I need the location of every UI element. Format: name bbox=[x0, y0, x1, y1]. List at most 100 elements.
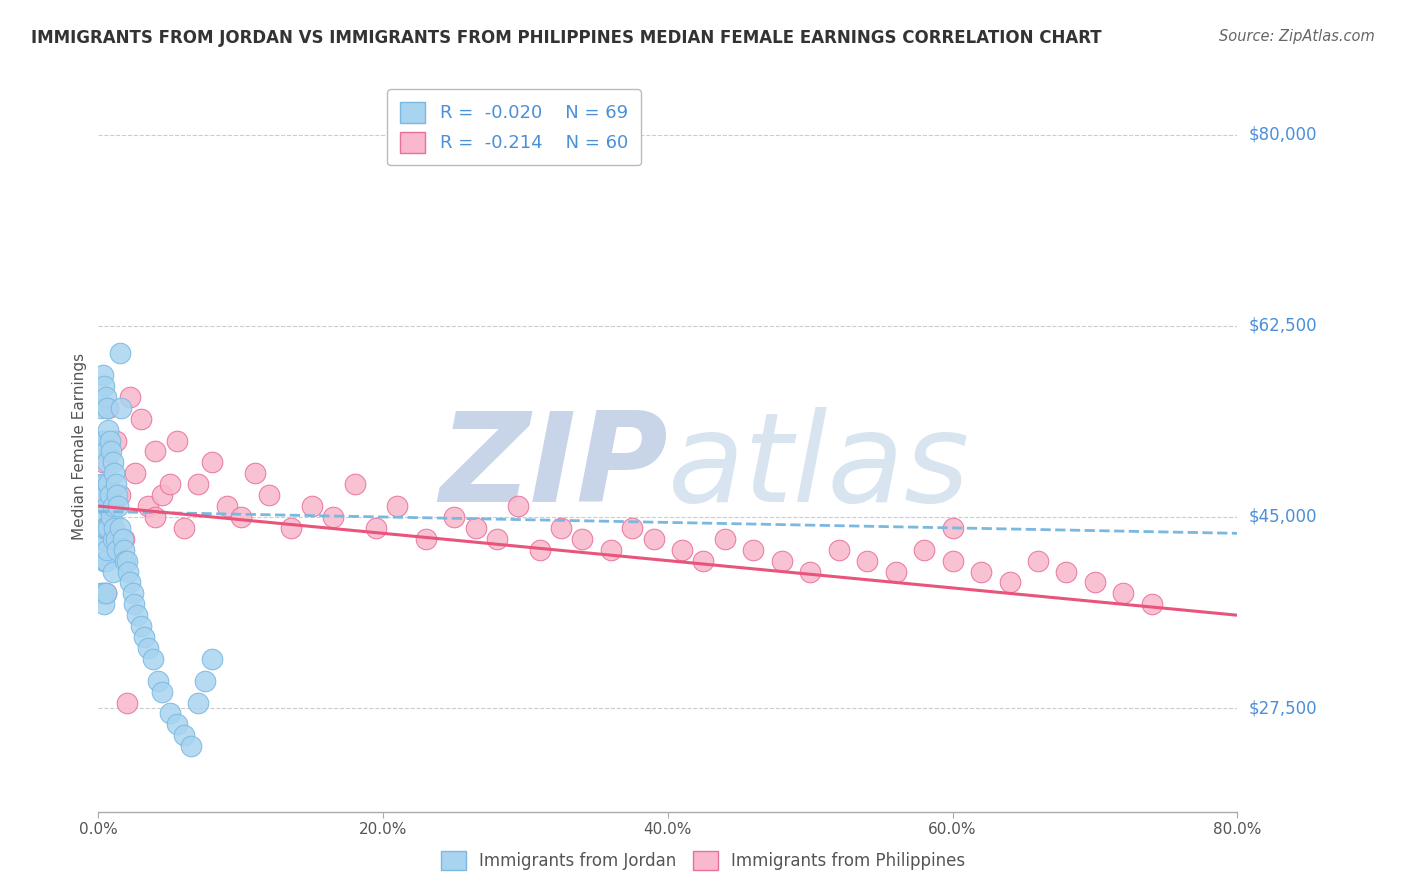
Point bbox=[104, 434, 127, 448]
Point bbox=[942, 554, 965, 568]
Point bbox=[91, 368, 114, 382]
Point bbox=[98, 488, 121, 502]
Point bbox=[443, 510, 465, 524]
Point bbox=[93, 597, 115, 611]
Point bbox=[180, 739, 202, 754]
Point bbox=[145, 510, 167, 524]
Point bbox=[121, 586, 143, 600]
Point bbox=[486, 532, 509, 546]
Point bbox=[108, 346, 131, 360]
Point bbox=[118, 390, 141, 404]
Point bbox=[415, 532, 437, 546]
Point bbox=[148, 673, 170, 688]
Point bbox=[243, 467, 266, 481]
Point bbox=[94, 390, 117, 404]
Point bbox=[1140, 597, 1163, 611]
Point bbox=[643, 532, 665, 546]
Point bbox=[145, 444, 167, 458]
Point bbox=[94, 521, 117, 535]
Point bbox=[105, 488, 128, 502]
Point bbox=[187, 477, 209, 491]
Point bbox=[97, 423, 120, 437]
Point bbox=[125, 608, 148, 623]
Point bbox=[118, 575, 141, 590]
Text: $45,000: $45,000 bbox=[1249, 508, 1317, 526]
Point bbox=[103, 521, 125, 535]
Point bbox=[90, 586, 112, 600]
Point bbox=[201, 652, 224, 666]
Point bbox=[89, 532, 111, 546]
Point bbox=[1026, 554, 1049, 568]
Point bbox=[132, 630, 155, 644]
Point bbox=[94, 554, 117, 568]
Point bbox=[90, 401, 112, 415]
Point bbox=[692, 554, 714, 568]
Point bbox=[100, 510, 122, 524]
Point bbox=[343, 477, 366, 491]
Text: $80,000: $80,000 bbox=[1249, 126, 1317, 144]
Point bbox=[98, 434, 121, 448]
Point bbox=[91, 586, 114, 600]
Point bbox=[912, 542, 935, 557]
Y-axis label: Median Female Earnings: Median Female Earnings bbox=[72, 352, 87, 540]
Point bbox=[107, 499, 129, 513]
Point bbox=[159, 706, 181, 721]
Text: ZIP: ZIP bbox=[439, 408, 668, 528]
Point bbox=[529, 542, 551, 557]
Point bbox=[129, 619, 152, 633]
Point bbox=[828, 542, 851, 557]
Point bbox=[187, 696, 209, 710]
Point bbox=[201, 455, 224, 469]
Point bbox=[112, 542, 135, 557]
Point bbox=[152, 684, 174, 698]
Point bbox=[671, 542, 693, 557]
Point bbox=[141, 652, 163, 666]
Point bbox=[998, 575, 1021, 590]
Point bbox=[97, 521, 120, 535]
Point bbox=[101, 532, 124, 546]
Point bbox=[103, 467, 125, 481]
Point bbox=[93, 434, 115, 448]
Point bbox=[91, 488, 114, 502]
Point bbox=[129, 411, 152, 425]
Point bbox=[111, 532, 134, 546]
Point bbox=[942, 521, 965, 535]
Point bbox=[101, 455, 124, 469]
Point bbox=[884, 565, 907, 579]
Point bbox=[114, 554, 136, 568]
Point bbox=[1112, 586, 1135, 600]
Point bbox=[110, 401, 132, 415]
Point bbox=[173, 521, 195, 535]
Point bbox=[117, 565, 139, 579]
Point bbox=[101, 499, 124, 513]
Point bbox=[1056, 565, 1078, 579]
Point bbox=[105, 542, 128, 557]
Text: $27,500: $27,500 bbox=[1249, 699, 1317, 717]
Point bbox=[770, 554, 793, 568]
Point bbox=[259, 488, 281, 502]
Point bbox=[550, 521, 572, 535]
Point bbox=[90, 477, 112, 491]
Point bbox=[96, 401, 118, 415]
Point bbox=[91, 434, 114, 448]
Point bbox=[93, 477, 115, 491]
Point bbox=[364, 521, 387, 535]
Point bbox=[94, 586, 117, 600]
Point bbox=[97, 401, 120, 415]
Point bbox=[104, 532, 127, 546]
Point bbox=[970, 565, 993, 579]
Point bbox=[97, 477, 120, 491]
Point bbox=[104, 477, 127, 491]
Point bbox=[115, 696, 138, 710]
Point bbox=[387, 499, 409, 513]
Point bbox=[742, 542, 765, 557]
Point bbox=[91, 532, 114, 546]
Point bbox=[93, 554, 115, 568]
Point bbox=[600, 542, 623, 557]
Point bbox=[714, 532, 737, 546]
Point bbox=[108, 488, 131, 502]
Text: IMMIGRANTS FROM JORDAN VS IMMIGRANTS FROM PHILIPPINES MEDIAN FEMALE EARNINGS COR: IMMIGRANTS FROM JORDAN VS IMMIGRANTS FRO… bbox=[31, 29, 1101, 46]
Point bbox=[215, 499, 238, 513]
Point bbox=[799, 565, 821, 579]
Point bbox=[122, 597, 145, 611]
